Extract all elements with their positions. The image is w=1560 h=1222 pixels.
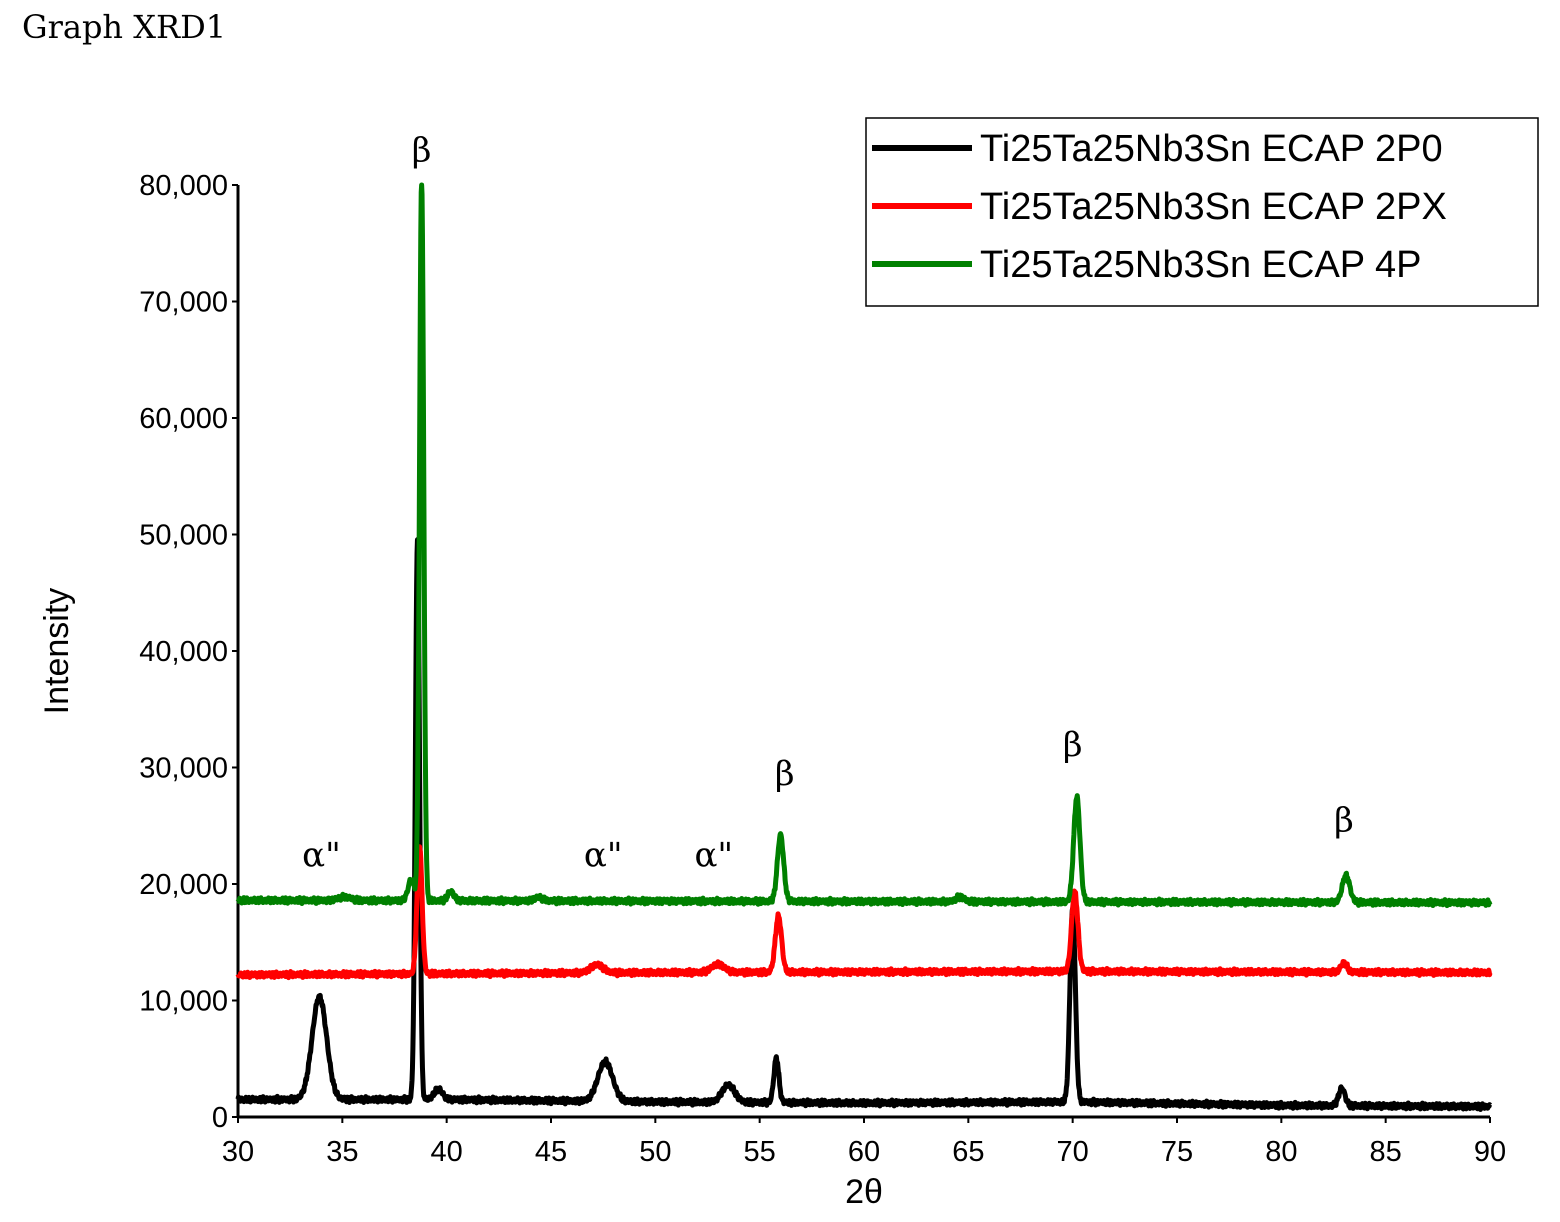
series-line-3 xyxy=(235,182,1493,909)
series-layer xyxy=(235,182,1493,1112)
x-axis-title: 2θ xyxy=(845,1173,883,1211)
peak-label: α" xyxy=(584,836,623,876)
x-axis-ticks: 30 35 40 45 50 55 60 65 70 75 80 85 90 xyxy=(222,1117,1506,1168)
y-tick-label: 30,000 xyxy=(139,753,228,785)
x-tick-label: 50 xyxy=(639,1136,671,1168)
page-title: Graph XRD1 xyxy=(22,8,227,46)
x-tick-label: 30 xyxy=(222,1136,254,1168)
y-tick-label: 80,000 xyxy=(139,170,228,202)
peak-label: β xyxy=(412,131,432,171)
x-tick-label: 85 xyxy=(1370,1136,1402,1168)
peak-annotations: α" β α" α" β β β xyxy=(302,131,1354,876)
series-line-1 xyxy=(235,537,1493,1112)
x-tick-label: 75 xyxy=(1161,1136,1193,1168)
y-axis-title: Intensity xyxy=(38,588,76,715)
y-tick-label: 50,000 xyxy=(139,520,228,552)
x-tick-label: 35 xyxy=(326,1136,358,1168)
chart-legend: Ti25Ta25Nb3Sn ECAP 2P0 Ti25Ta25Nb3Sn ECAP… xyxy=(865,117,1539,307)
legend-label: Ti25Ta25Nb3Sn ECAP 2P0 xyxy=(980,128,1443,170)
x-tick-label: 90 xyxy=(1474,1136,1506,1168)
x-tick-label: 80 xyxy=(1265,1136,1297,1168)
y-tick-label: 60,000 xyxy=(139,403,228,435)
y-tick-label: 10,000 xyxy=(139,986,228,1018)
peak-label: α" xyxy=(694,836,733,876)
x-tick-label: 65 xyxy=(952,1136,984,1168)
x-tick-label: 45 xyxy=(535,1136,567,1168)
y-tick-label: 0 xyxy=(212,1102,228,1134)
legend-box xyxy=(865,117,1539,307)
legend-label: Ti25Ta25Nb3Sn ECAP 2PX xyxy=(980,186,1447,228)
y-tick-label: 40,000 xyxy=(139,636,228,668)
y-tick-label: 20,000 xyxy=(139,869,228,901)
peak-label: α" xyxy=(302,836,341,876)
x-tick-label: 40 xyxy=(431,1136,463,1168)
series-line-2 xyxy=(235,844,1493,981)
x-tick-label: 60 xyxy=(848,1136,880,1168)
y-axis-ticks: 0 10,000 20,000 30,000 40,000 50,000 60,000 70,… xyxy=(139,170,238,1134)
y-tick-label: 70,000 xyxy=(139,287,228,319)
peak-label: β xyxy=(1334,801,1354,841)
peak-label: β xyxy=(1063,725,1083,765)
x-tick-label: 70 xyxy=(1057,1136,1089,1168)
legend-label: Ti25Ta25Nb3Sn ECAP 4P xyxy=(980,244,1422,286)
x-tick-label: 55 xyxy=(744,1136,776,1168)
peak-label: β xyxy=(775,754,795,794)
